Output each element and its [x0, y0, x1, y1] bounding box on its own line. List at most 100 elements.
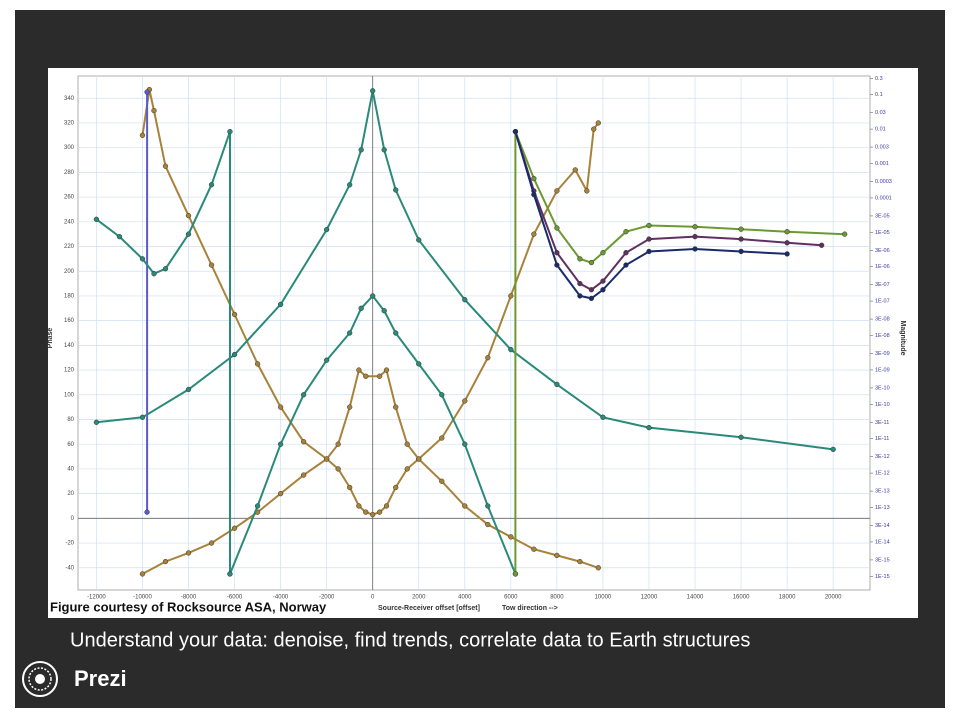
- data-point: [508, 534, 514, 540]
- plot: -40 -20 0 20 40 60 80 100 120 140 160 180 200 220 240 2…: [64, 76, 892, 601]
- data-point: [577, 293, 583, 299]
- data-point: [376, 509, 383, 515]
- data-point: [393, 404, 399, 410]
- x-tick-label: 2000: [412, 595, 426, 601]
- plot-frame: [77, 75, 871, 591]
- data-point: [531, 231, 537, 237]
- x-tick-label: 14000: [687, 595, 704, 601]
- y2-tick-label: 0.0003: [875, 179, 892, 185]
- data-point: [277, 490, 284, 497]
- y-tick-label: 340: [64, 96, 75, 102]
- data-point: [416, 456, 422, 462]
- y-tick-label: -20: [65, 541, 74, 547]
- y2-tick-label: 0.1: [875, 92, 883, 98]
- y2-tick-label: 3E-13: [875, 489, 890, 495]
- data-point: [162, 266, 169, 272]
- data-point: [623, 250, 629, 256]
- data-point: [623, 229, 629, 235]
- x-tick-label: -6000: [227, 595, 243, 601]
- y-tick-label: 260: [64, 195, 75, 201]
- data-point: [347, 182, 353, 188]
- y2-tick-label: 3E-05: [875, 213, 890, 219]
- data-point: [381, 147, 387, 153]
- data-point: [347, 484, 353, 491]
- data-point: [383, 503, 390, 509]
- data-point: [416, 237, 422, 243]
- data-point: [623, 262, 629, 268]
- y2-tick-label: 1E-06: [875, 264, 890, 270]
- data-point: [300, 472, 307, 478]
- data-point: [358, 147, 364, 153]
- y2-axis-label: Magnitude: [899, 321, 906, 356]
- y2-tick-label: 3E-15: [875, 557, 890, 563]
- data-point: [404, 466, 410, 472]
- y2-tick-label: 1E-08: [875, 333, 890, 339]
- y2-tick-label: 1E-10: [875, 402, 890, 408]
- data-point: [227, 128, 233, 135]
- data-point: [692, 224, 698, 230]
- data-point: [646, 424, 652, 431]
- x-tick-label: 6000: [504, 595, 518, 601]
- data-point: [738, 236, 744, 242]
- data-point: [231, 525, 238, 531]
- data-point: [393, 187, 399, 193]
- figure-credit: Figure courtesy of Rocksource ASA, Norwa…: [50, 599, 327, 614]
- data-point: [144, 509, 150, 515]
- y-tick-label: 120: [64, 368, 75, 374]
- data-point: [300, 439, 307, 445]
- data-point: [116, 233, 123, 240]
- data-point: [485, 521, 491, 528]
- data-point: [139, 132, 146, 138]
- data-point: [439, 392, 445, 398]
- y2-tick-label: 1E-12: [875, 471, 890, 477]
- y-tick-label: 220: [64, 244, 75, 250]
- data-point: [370, 293, 376, 299]
- data-point: [485, 355, 491, 361]
- data-point: [830, 446, 836, 453]
- data-point: [554, 262, 560, 268]
- data-point: [784, 240, 790, 246]
- data-point: [162, 558, 169, 565]
- data-point: [692, 233, 698, 240]
- data-point: [393, 330, 399, 336]
- x-tick-label: -2000: [319, 595, 335, 601]
- data-point: [646, 222, 652, 229]
- y-tick-label: 20: [67, 491, 74, 497]
- data-point: [208, 262, 215, 268]
- data-point: [185, 212, 192, 219]
- y-tick-label: 60: [67, 442, 74, 448]
- data-point: [356, 367, 362, 373]
- data-point: [363, 509, 369, 515]
- data-point: [151, 107, 157, 114]
- data-point: [462, 297, 468, 303]
- data-point: [93, 216, 100, 222]
- data-point: [254, 503, 261, 509]
- data-point: [151, 271, 157, 277]
- data-point: [439, 478, 445, 484]
- data-point: [584, 188, 590, 194]
- data-point: [139, 571, 146, 577]
- data-point: [600, 250, 606, 256]
- y-tick-label: -40: [65, 565, 74, 571]
- series-line: [514, 131, 822, 291]
- data-point: [416, 361, 422, 367]
- data-point: [277, 301, 284, 308]
- data-point: [600, 287, 606, 293]
- data-point: [819, 242, 825, 248]
- data-point: [376, 373, 383, 379]
- y2-tick-label: 3E-06: [875, 248, 890, 254]
- annotation: Tow direction -->: [502, 605, 558, 612]
- y2-tick-label: 1E-09: [875, 367, 890, 373]
- data-point: [358, 305, 364, 311]
- data-point: [185, 550, 192, 556]
- data-point: [600, 414, 606, 420]
- x-tick-label: 20000: [825, 595, 842, 601]
- y-tick-label: 300: [64, 145, 75, 151]
- data-point: [554, 225, 560, 231]
- y2-tick-label: 0.0001: [875, 195, 892, 201]
- x-tick-label: 10000: [595, 595, 612, 601]
- data-point: [185, 386, 192, 393]
- y2-tick-label: 0.003: [875, 145, 889, 151]
- y-axis-label: Phase: [47, 328, 54, 349]
